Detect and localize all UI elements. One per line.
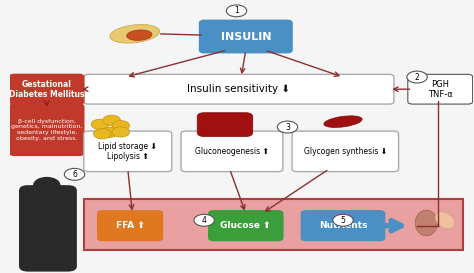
Text: Gluconeogenesis ⬆: Gluconeogenesis ⬆ <box>195 147 269 156</box>
Circle shape <box>333 214 353 226</box>
Ellipse shape <box>127 30 152 40</box>
FancyBboxPatch shape <box>301 211 385 241</box>
Circle shape <box>91 119 109 129</box>
Text: 4: 4 <box>202 216 207 225</box>
Circle shape <box>103 115 120 125</box>
Text: Glucose ⬆: Glucose ⬆ <box>220 221 271 230</box>
FancyBboxPatch shape <box>292 131 399 172</box>
Text: INSULIN: INSULIN <box>220 31 271 41</box>
Ellipse shape <box>435 212 455 229</box>
FancyBboxPatch shape <box>19 185 77 272</box>
FancyBboxPatch shape <box>209 211 283 241</box>
Text: 5: 5 <box>341 216 346 225</box>
Text: 6: 6 <box>72 170 77 179</box>
Ellipse shape <box>324 116 362 127</box>
FancyBboxPatch shape <box>84 74 394 104</box>
FancyBboxPatch shape <box>10 104 84 155</box>
Text: 2: 2 <box>415 73 419 82</box>
FancyBboxPatch shape <box>10 74 84 104</box>
Text: PGH
TNF-α: PGH TNF-α <box>428 79 453 99</box>
Circle shape <box>93 129 111 139</box>
Circle shape <box>112 121 129 131</box>
FancyBboxPatch shape <box>408 74 473 104</box>
FancyBboxPatch shape <box>98 211 163 241</box>
Text: β-cell dysfunction,
genetics, malnutrition,
sedentary lifestyle,
obesity, and st: β-cell dysfunction, genetics, malnutriti… <box>11 118 82 141</box>
FancyBboxPatch shape <box>197 113 253 136</box>
Text: Insulin sensitivity ⬇: Insulin sensitivity ⬇ <box>187 84 291 94</box>
Text: Lipid storage ⬇
Lipolysis ⬆: Lipid storage ⬇ Lipolysis ⬆ <box>98 142 157 161</box>
FancyBboxPatch shape <box>84 199 464 250</box>
FancyBboxPatch shape <box>84 131 172 172</box>
Ellipse shape <box>415 210 438 236</box>
Circle shape <box>194 214 214 226</box>
FancyBboxPatch shape <box>200 20 292 53</box>
Ellipse shape <box>47 213 74 232</box>
Text: Glycogen synthesis ⬇: Glycogen synthesis ⬇ <box>304 147 387 156</box>
Text: FFA ⬆: FFA ⬆ <box>116 221 145 230</box>
Text: 3: 3 <box>285 123 290 132</box>
Circle shape <box>407 71 427 83</box>
Circle shape <box>34 177 60 193</box>
Circle shape <box>112 127 129 137</box>
Text: 1: 1 <box>234 6 239 15</box>
Circle shape <box>227 5 247 17</box>
Text: Gestational
Diabetes Mellitus: Gestational Diabetes Mellitus <box>9 79 84 99</box>
Circle shape <box>277 121 298 133</box>
Circle shape <box>64 168 85 180</box>
FancyBboxPatch shape <box>181 131 283 172</box>
Circle shape <box>100 127 118 138</box>
Text: Nutrients: Nutrients <box>319 221 367 230</box>
Ellipse shape <box>110 25 160 43</box>
